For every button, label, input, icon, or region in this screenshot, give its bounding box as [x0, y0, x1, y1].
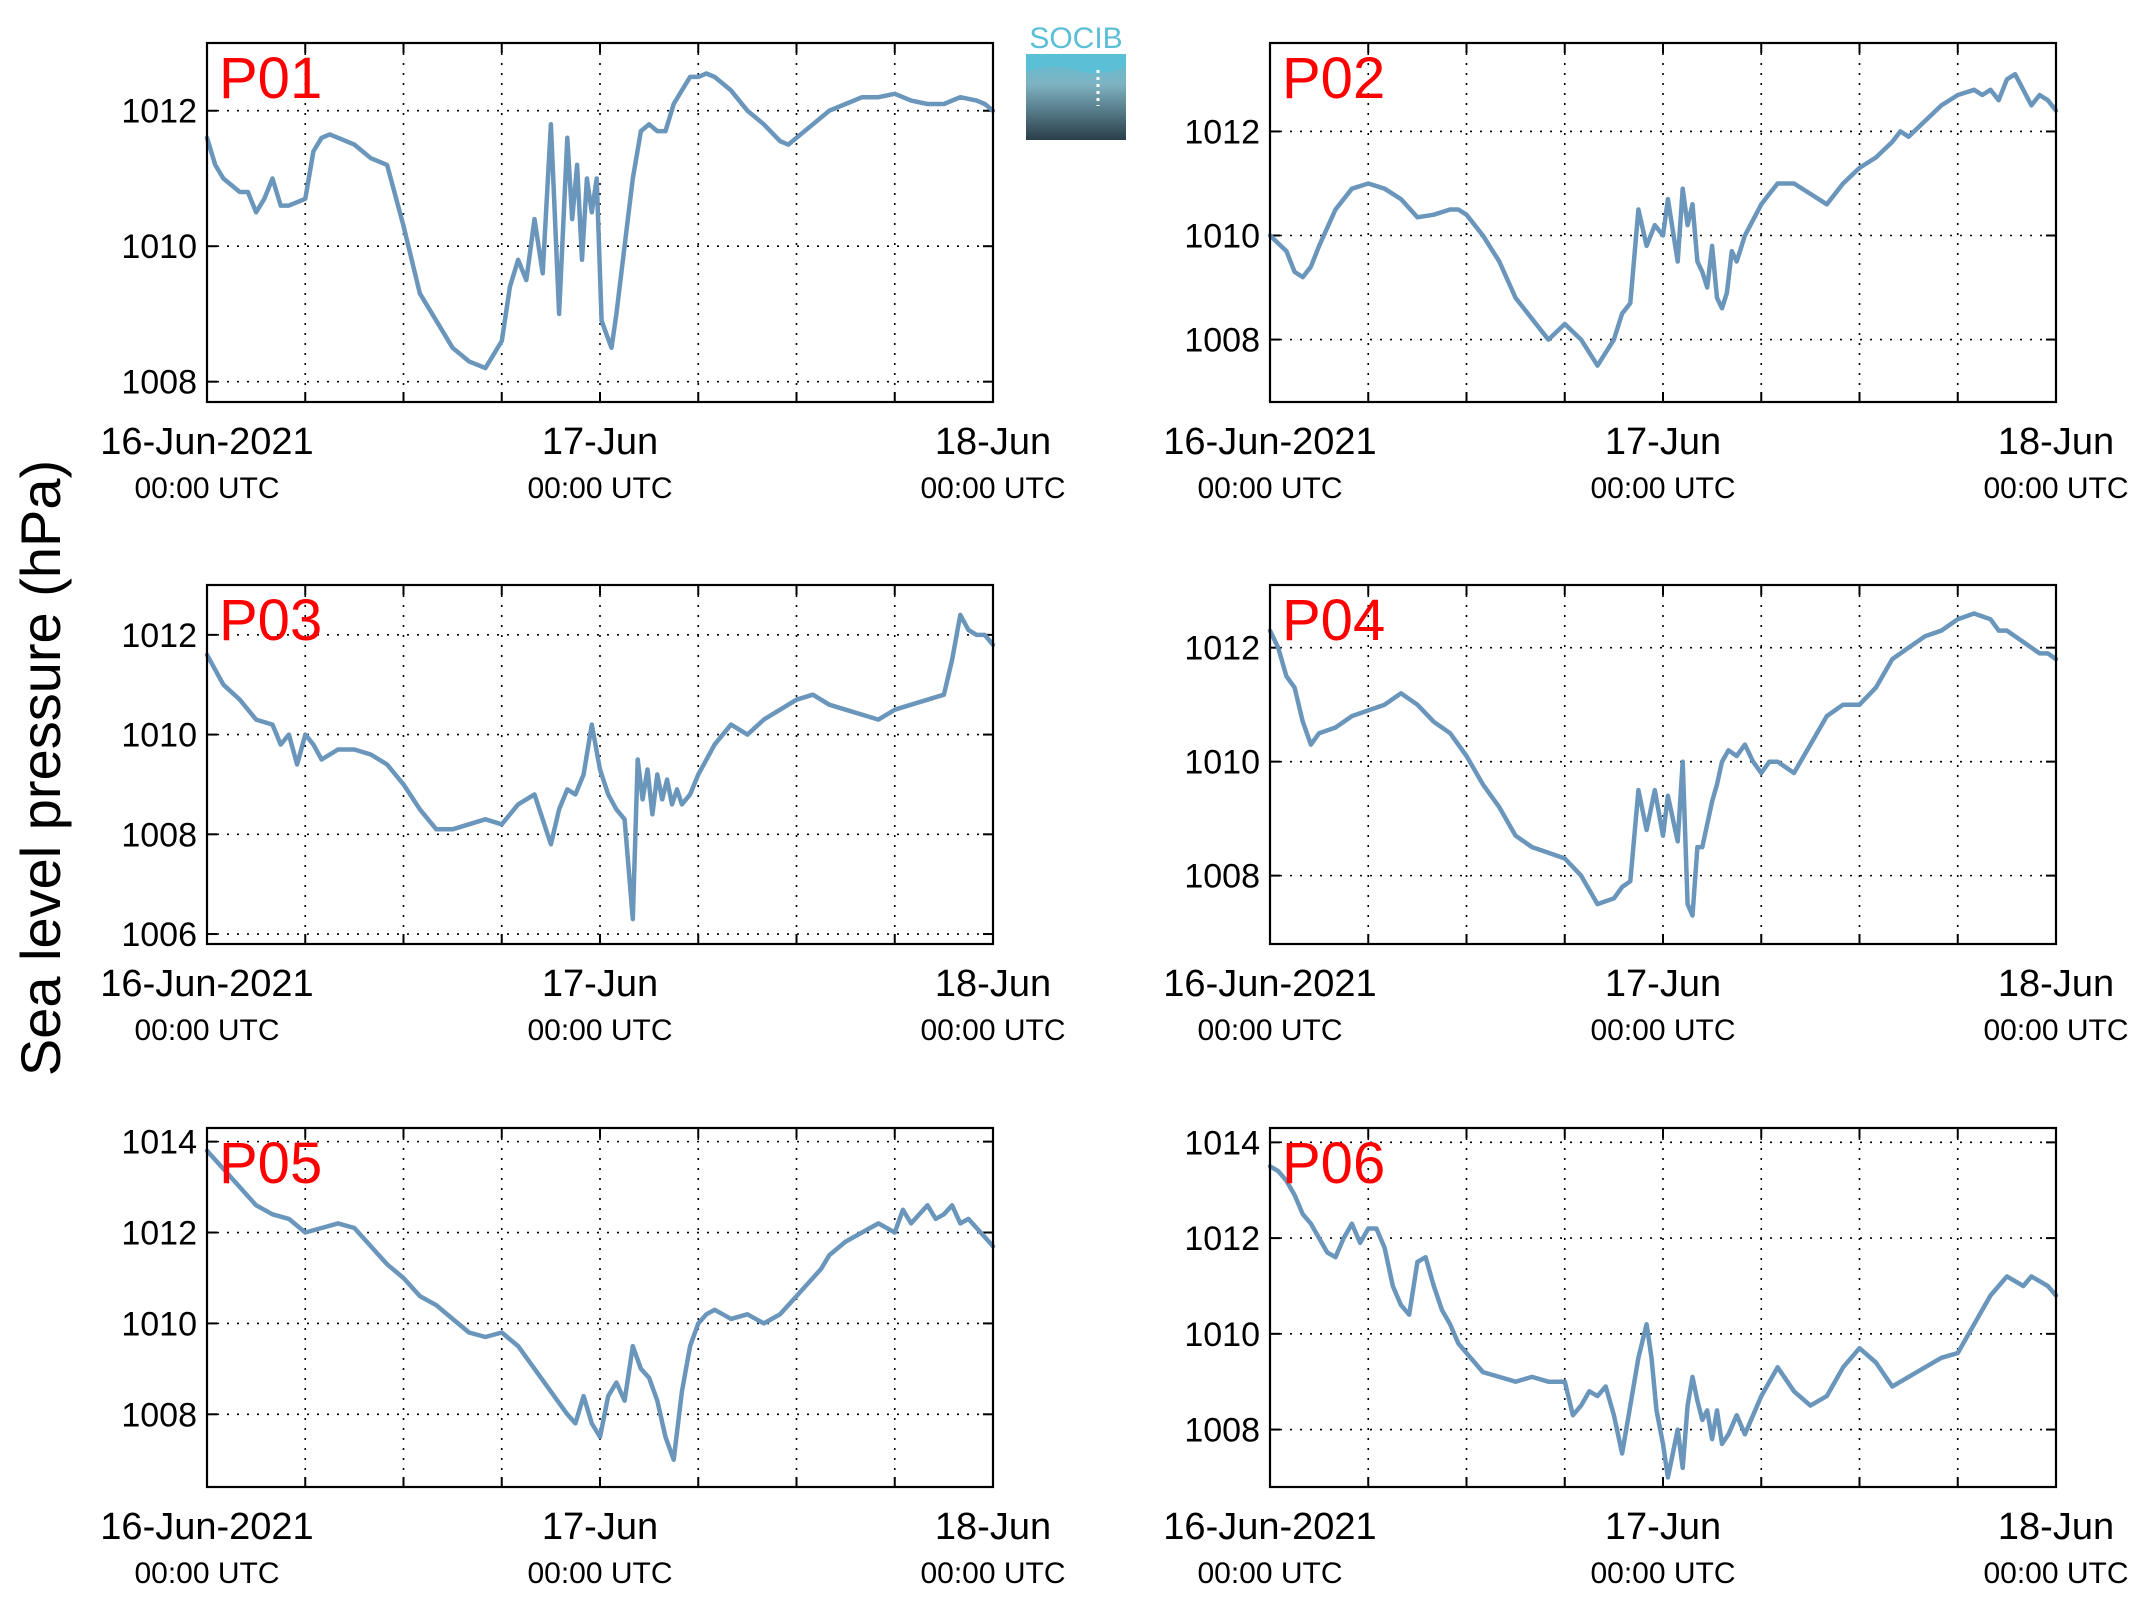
- y-tick-label: 1012: [121, 93, 197, 131]
- x-tick-label-date: 16-Jun-2021: [1163, 963, 1376, 1005]
- y-tick-label: 1012: [1184, 630, 1260, 668]
- x-tick-label-date: 18-Jun: [1998, 421, 2114, 463]
- x-tick-label-time: 00:00 UTC: [1983, 1557, 2128, 1590]
- y-tick-label: 1008: [1184, 858, 1260, 896]
- panel-label: P04: [1282, 588, 1385, 653]
- series-line: [204, 1148, 996, 1462]
- y-tick-label: 1010: [121, 1305, 197, 1343]
- y-tick-label: 1010: [1184, 1316, 1260, 1354]
- x-tick-label-time: 00:00 UTC: [1197, 472, 1342, 505]
- x-tick-label-time: 00:00 UTC: [134, 1557, 279, 1590]
- x-tick-label-date: 16-Jun-2021: [100, 1506, 313, 1548]
- x-tick-label-time: 00:00 UTC: [920, 1557, 1065, 1590]
- axes-box: [1268, 583, 2058, 946]
- panel-p06: 1008 1010 1012 1014 16-Jun-2021 00:00 UTC 17-J…: [1163, 1124, 2128, 1590]
- y-tick-label: 1012: [121, 617, 197, 655]
- panel-p03: 1006 1008 1010 1012 16-Jun-2021 00:00 UTC 17-J…: [100, 583, 1066, 1047]
- series-line: [204, 71, 996, 371]
- x-tick-label-date: 17-Jun: [542, 421, 658, 463]
- x-tick-label-time: 00:00 UTC: [527, 472, 672, 505]
- panel-label: P03: [219, 588, 322, 653]
- y-tick-label: 1008: [1184, 322, 1260, 360]
- series-line: [1267, 611, 2059, 918]
- panel-label: P02: [1282, 46, 1385, 111]
- x-tick-label-time: 00:00 UTC: [527, 1014, 672, 1047]
- y-tick-label: 1012: [1184, 1220, 1260, 1258]
- axes-box: [205, 583, 995, 946]
- axes-box: [205, 1126, 995, 1489]
- x-tick-label-date: 18-Jun: [1998, 1506, 2114, 1548]
- x-tick-label-time: 00:00 UTC: [527, 1557, 672, 1590]
- panel-p02: 1008 1010 1012 16-Jun-2021 00:00 UTC 17-Jun 00…: [1163, 41, 2129, 505]
- y-tick-label: 1006: [121, 916, 197, 954]
- x-tick-label-date: 16-Jun-2021: [100, 963, 313, 1005]
- panel-p01: 1008 1010 1012 16-Jun-2021 00:00 UTC 17-Jun 00…: [100, 41, 1066, 505]
- socib-logo: SOCIB: [1026, 22, 1126, 140]
- y-tick-label: 1012: [121, 1215, 197, 1253]
- x-tick-label-time: 00:00 UTC: [1983, 472, 2128, 505]
- x-tick-label-time: 00:00 UTC: [920, 472, 1065, 505]
- x-tick-label-date: 17-Jun: [1605, 963, 1721, 1005]
- y-axis-label: Sea level pressure (hPa): [9, 460, 72, 1076]
- y-tick-label: 1010: [121, 228, 197, 266]
- y-tick-label: 1010: [121, 717, 197, 755]
- x-tick-label-date: 18-Jun: [1998, 963, 2114, 1005]
- axes-box: [1268, 1126, 2058, 1489]
- logo-wave: [1026, 54, 1126, 74]
- x-tick-label-time: 00:00 UTC: [1983, 1014, 2128, 1047]
- x-tick-label-time: 00:00 UTC: [920, 1014, 1065, 1047]
- x-tick-label-time: 00:00 UTC: [1590, 1014, 1735, 1047]
- x-tick-label-time: 00:00 UTC: [1590, 472, 1735, 505]
- y-tick-label: 1008: [121, 364, 197, 402]
- x-tick-label-date: 16-Jun-2021: [1163, 1506, 1376, 1548]
- panel-label: P05: [219, 1131, 322, 1196]
- panel-label: P01: [219, 46, 322, 111]
- y-tick-label: 1008: [121, 1396, 197, 1434]
- y-tick-label: 1012: [1184, 113, 1260, 151]
- x-tick-label-time: 00:00 UTC: [1197, 1014, 1342, 1047]
- axes-box: [205, 41, 995, 404]
- panel-p05: 1008 1010 1012 1014 16-Jun-2021 00:00 UTC 17-J…: [100, 1124, 1065, 1590]
- series-line: [1267, 1164, 2059, 1480]
- logo-text: SOCIB: [1029, 22, 1122, 55]
- y-tick-label: 1014: [1184, 1124, 1260, 1162]
- x-tick-label-date: 17-Jun: [1605, 1506, 1721, 1548]
- panel-p04: 1008 1010 1012 16-Jun-2021 00:00 UTC 17-Jun 00…: [1163, 583, 2129, 1047]
- series-line: [204, 612, 996, 922]
- y-tick-label: 1008: [1184, 1412, 1260, 1450]
- x-tick-label-time: 00:00 UTC: [134, 472, 279, 505]
- x-tick-label-time: 00:00 UTC: [1197, 1557, 1342, 1590]
- y-tick-label: 1010: [1184, 744, 1260, 782]
- series-line: [1267, 71, 2059, 368]
- x-tick-label-time: 00:00 UTC: [1590, 1557, 1735, 1590]
- x-tick-label-date: 18-Jun: [935, 421, 1051, 463]
- y-tick-label: 1010: [1184, 218, 1260, 256]
- x-tick-label-date: 18-Jun: [935, 1506, 1051, 1548]
- y-tick-label: 1008: [121, 816, 197, 854]
- panels: 1008 1010 1012 16-Jun-2021 00:00 UTC 17-Jun 00…: [100, 41, 2129, 1590]
- x-tick-label-date: 16-Jun-2021: [1163, 421, 1376, 463]
- x-tick-label-date: 17-Jun: [1605, 421, 1721, 463]
- x-tick-label-date: 17-Jun: [542, 1506, 658, 1548]
- x-tick-label-date: 16-Jun-2021: [100, 421, 313, 463]
- axes-box: [1268, 41, 2058, 404]
- x-tick-label-date: 18-Jun: [935, 963, 1051, 1005]
- panel-label: P06: [1282, 1131, 1385, 1196]
- y-tick-label: 1014: [121, 1124, 197, 1162]
- x-tick-label-time: 00:00 UTC: [134, 1014, 279, 1047]
- x-tick-label-date: 17-Jun: [542, 963, 658, 1005]
